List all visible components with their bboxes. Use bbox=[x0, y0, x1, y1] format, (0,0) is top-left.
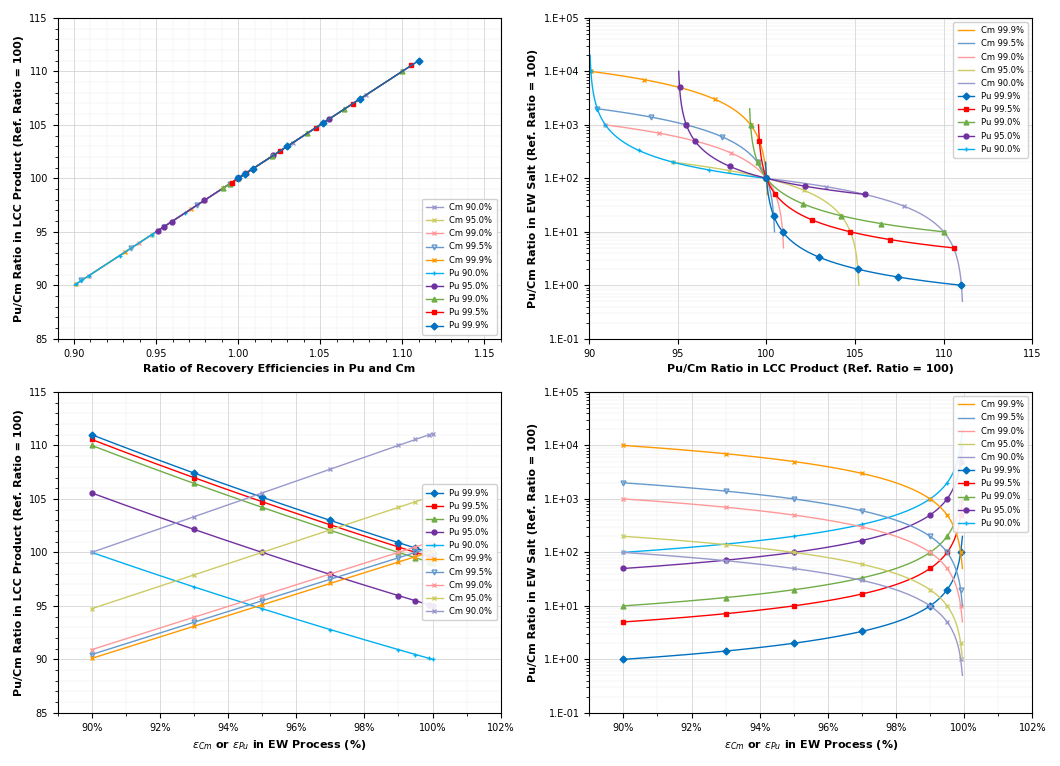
X-axis label: Ratio of Recovery Efficiencies in Pu and Cm: Ratio of Recovery Efficiencies in Pu and… bbox=[143, 364, 416, 374]
X-axis label: Pu/Cm Ratio in LCC Product (Ref. Ratio = 100): Pu/Cm Ratio in LCC Product (Ref. Ratio =… bbox=[668, 364, 954, 374]
X-axis label: $\varepsilon_{Cm}$ or $\varepsilon_{Pu}$ in EW Process (%): $\varepsilon_{Cm}$ or $\varepsilon_{Pu}$… bbox=[192, 738, 367, 752]
Y-axis label: Pu/Cm Ratio in LCC Product (Ref. Ratio = 100): Pu/Cm Ratio in LCC Product (Ref. Ratio =… bbox=[14, 409, 24, 696]
Legend: Cm 99.9%, Cm 99.5%, Cm 99.0%, Cm 95.0%, Cm 90.0%, Pu 99.9%, Pu 99.5%, Pu 99.0%, : Cm 99.9%, Cm 99.5%, Cm 99.0%, Cm 95.0%, … bbox=[953, 396, 1028, 532]
Legend: Pu 99.9%, Pu 99.5%, Pu 99.0%, Pu 95.0%, Pu 90.0%, Cm 99.9%, Cm 99.5%, Cm 99.0%, : Pu 99.9%, Pu 99.5%, Pu 99.0%, Pu 95.0%, … bbox=[422, 484, 496, 620]
X-axis label: $\varepsilon_{Cm}$ or $\varepsilon_{Pu}$ in EW Process (%): $\varepsilon_{Cm}$ or $\varepsilon_{Pu}$… bbox=[724, 738, 898, 752]
Legend: Cm 90.0%, Cm 95.0%, Cm 99.0%, Cm 99.5%, Cm 99.9%, Pu 90.0%, Pu 95.0%, Pu 99.0%, : Cm 90.0%, Cm 95.0%, Cm 99.0%, Cm 99.5%, … bbox=[422, 199, 496, 335]
Y-axis label: Pu/Cm Ratio in LCC Product (Ref. Ratio = 100): Pu/Cm Ratio in LCC Product (Ref. Ratio =… bbox=[14, 35, 24, 322]
Y-axis label: Pu/Cm Ratio in EW Salt (Ref. Ratio = 100): Pu/Cm Ratio in EW Salt (Ref. Ratio = 100… bbox=[528, 49, 538, 308]
Legend: Cm 99.9%, Cm 99.5%, Cm 99.0%, Cm 95.0%, Cm 90.0%, Pu 99.9%, Pu 99.5%, Pu 99.0%, : Cm 99.9%, Cm 99.5%, Cm 99.0%, Cm 95.0%, … bbox=[953, 22, 1028, 158]
Y-axis label: Pu/Cm Ratio in EW Salt (Ref. Ratio = 100): Pu/Cm Ratio in EW Salt (Ref. Ratio = 100… bbox=[528, 423, 538, 682]
